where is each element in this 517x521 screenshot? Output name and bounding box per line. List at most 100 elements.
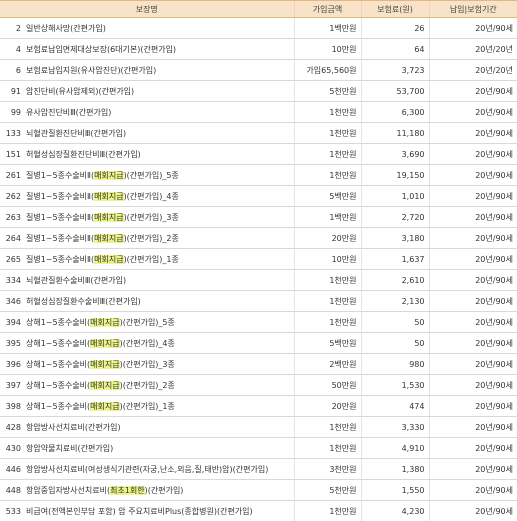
coverage-name-prefix: 상해1~5종수술비( — [26, 360, 90, 369]
coverage-name-suffix: )(간편가입)_1종 — [124, 255, 179, 264]
coverage-amount-cell: 1천만원 — [294, 417, 361, 438]
coverage-number: 396 — [4, 360, 21, 369]
coverage-name-suffix: )(간편가입)_4종 — [124, 192, 179, 201]
coverage-number: 2 — [4, 24, 21, 33]
coverage-name: 암진단비(유사암제외)(간편가입) — [26, 87, 134, 96]
coverage-name: 유사암진단비Ⅲ(간편가입) — [26, 108, 111, 117]
payment-term-cell: 20년/90세 — [429, 249, 517, 270]
coverage-name-cell: 446 항암방사선치료비(여성생식기관련(자궁,난소,외음,질,태반)암)(간편가… — [0, 459, 294, 480]
premium-cell: 1,380 — [361, 459, 429, 480]
coverage-amount-cell: 5천만원 — [294, 81, 361, 102]
premium-cell: 2,130 — [361, 291, 429, 312]
payment-term-cell: 20년/90세 — [429, 186, 517, 207]
premium-cell: 11,180 — [361, 123, 429, 144]
header-payment-term: 납입|보험기간 — [429, 1, 517, 18]
coverage-number: 395 — [4, 339, 21, 348]
coverage-amount-cell: 1백만원 — [294, 18, 361, 39]
coverage-number: 394 — [4, 318, 21, 327]
highlighted-term: 매회지급 — [90, 402, 119, 411]
premium-cell: 1,550 — [361, 480, 429, 501]
coverage-number: 533 — [4, 507, 21, 516]
coverage-name: 항암방사선치료비(여성생식기관련(자궁,난소,외음,질,태반)암)(간편가입) — [26, 465, 268, 474]
coverage-amount-cell: 5백만원 — [294, 186, 361, 207]
coverage-name-prefix: 상해1~5종수술비( — [26, 381, 90, 390]
payment-term-cell: 20년/90세 — [429, 375, 517, 396]
premium-cell: 1,637 — [361, 249, 429, 270]
coverage-name: 항암약물치료비(간편가입) — [26, 444, 113, 453]
coverage-name-suffix: )(간편가입)_3종 — [124, 213, 179, 222]
coverage-amount-cell: 1천만원 — [294, 438, 361, 459]
coverage-amount-cell: 2백만원 — [294, 354, 361, 375]
coverage-number: 262 — [4, 192, 21, 201]
coverage-number: 430 — [4, 444, 21, 453]
coverage-number: 151 — [4, 150, 21, 159]
coverage-name-prefix: 질병1~5종수술비Ⅱ( — [26, 171, 94, 180]
payment-term-cell: 20년/90세 — [429, 18, 517, 39]
payment-term-cell: 20년/90세 — [429, 123, 517, 144]
premium-cell: 474 — [361, 396, 429, 417]
payment-term-cell: 20년/90세 — [429, 396, 517, 417]
payment-term-cell: 20년/90세 — [429, 102, 517, 123]
highlighted-term: 매회지급 — [90, 360, 119, 369]
coverage-amount-cell: 1천만원 — [294, 102, 361, 123]
coverage-name-suffix: )(간편가입)_4종 — [120, 339, 175, 348]
coverage-number: 346 — [4, 297, 21, 306]
coverage-number: 446 — [4, 465, 21, 474]
payment-term-cell: 20년/90세 — [429, 333, 517, 354]
highlighted-term: 매회지급 — [94, 234, 123, 243]
coverage-amount-cell: 1천만원 — [294, 123, 361, 144]
coverage-amount-cell: 가입65,560원 — [294, 60, 361, 81]
coverage-name-prefix: 상해1~5종수술비( — [26, 402, 90, 411]
coverage-amount-cell: 20만원 — [294, 396, 361, 417]
coverage-number: 448 — [4, 486, 21, 495]
highlighted-term: 최초1회한 — [110, 486, 145, 495]
premium-cell: 53,700 — [361, 81, 429, 102]
coverage-number: 133 — [4, 129, 21, 138]
coverage-number: 334 — [4, 276, 21, 285]
payment-term-cell: 20년/90세 — [429, 291, 517, 312]
coverage-amount-cell: 5백만원 — [294, 333, 361, 354]
coverage-name: 일반상해사망(간편가입) — [26, 24, 106, 33]
coverage-amount-cell: 3천만원 — [294, 459, 361, 480]
payment-term-cell: 20년/20년 — [429, 39, 517, 60]
coverage-name: 비급여(전액본인부담 포함) 암 주요치료비Plus(종합병원)(간편가입) — [26, 507, 253, 516]
table-header: 보장명 가입금액 보험료(원) 납입|보험기간 — [0, 1, 517, 18]
premium-cell: 2,610 — [361, 270, 429, 291]
premium-cell: 2,720 — [361, 207, 429, 228]
premium-cell: 64 — [361, 39, 429, 60]
coverage-name-prefix: 항암중입자방사선치료비( — [26, 486, 110, 495]
premium-cell: 3,723 — [361, 60, 429, 81]
coverage-amount-cell: 1천만원 — [294, 501, 361, 521]
highlighted-term: 매회지급 — [90, 318, 119, 327]
coverage-name: 보험료납입지원(유사암진단)(간편가입) — [26, 66, 156, 75]
coverage-name-suffix: )(간편가입)_1종 — [120, 402, 175, 411]
coverage-number: 264 — [4, 234, 21, 243]
premium-cell: 19,150 — [361, 165, 429, 186]
premium-cell: 3,180 — [361, 228, 429, 249]
header-coverage-amount: 가입금액 — [294, 1, 361, 18]
coverage-number: 398 — [4, 402, 21, 411]
coverage-amount-cell: 20만원 — [294, 228, 361, 249]
coverage-name: 보험료납입면제대상보장(6대기본)(간편가입) — [26, 45, 176, 54]
coverage-name-cell: 2 일반상해사망(간편가입) — [0, 18, 294, 39]
